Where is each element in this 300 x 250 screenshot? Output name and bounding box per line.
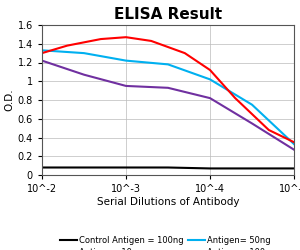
X-axis label: Serial Dilutions of Antibody: Serial Dilutions of Antibody [97, 197, 239, 207]
Y-axis label: O.D.: O.D. [5, 89, 15, 111]
Title: ELISA Result: ELISA Result [114, 8, 222, 22]
Legend: Control Antigen = 100ng, Antigen= 10ng, Antigen= 50ng, Antigen= 100ng: Control Antigen = 100ng, Antigen= 10ng, … [60, 236, 276, 250]
